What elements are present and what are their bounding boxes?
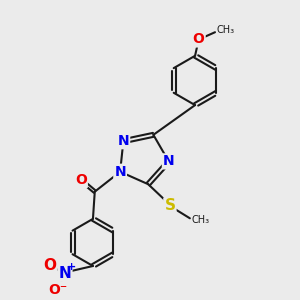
- Text: +: +: [67, 262, 76, 272]
- Text: O⁻: O⁻: [48, 283, 68, 297]
- Text: CH₃: CH₃: [192, 215, 210, 225]
- Text: N: N: [59, 266, 71, 281]
- Text: N: N: [118, 134, 129, 148]
- Text: N: N: [163, 154, 175, 168]
- Text: O: O: [193, 32, 205, 46]
- Text: O: O: [75, 173, 87, 187]
- Text: CH₃: CH₃: [217, 26, 235, 35]
- Text: O: O: [43, 259, 56, 274]
- Text: S: S: [164, 199, 175, 214]
- Text: N: N: [114, 165, 126, 179]
